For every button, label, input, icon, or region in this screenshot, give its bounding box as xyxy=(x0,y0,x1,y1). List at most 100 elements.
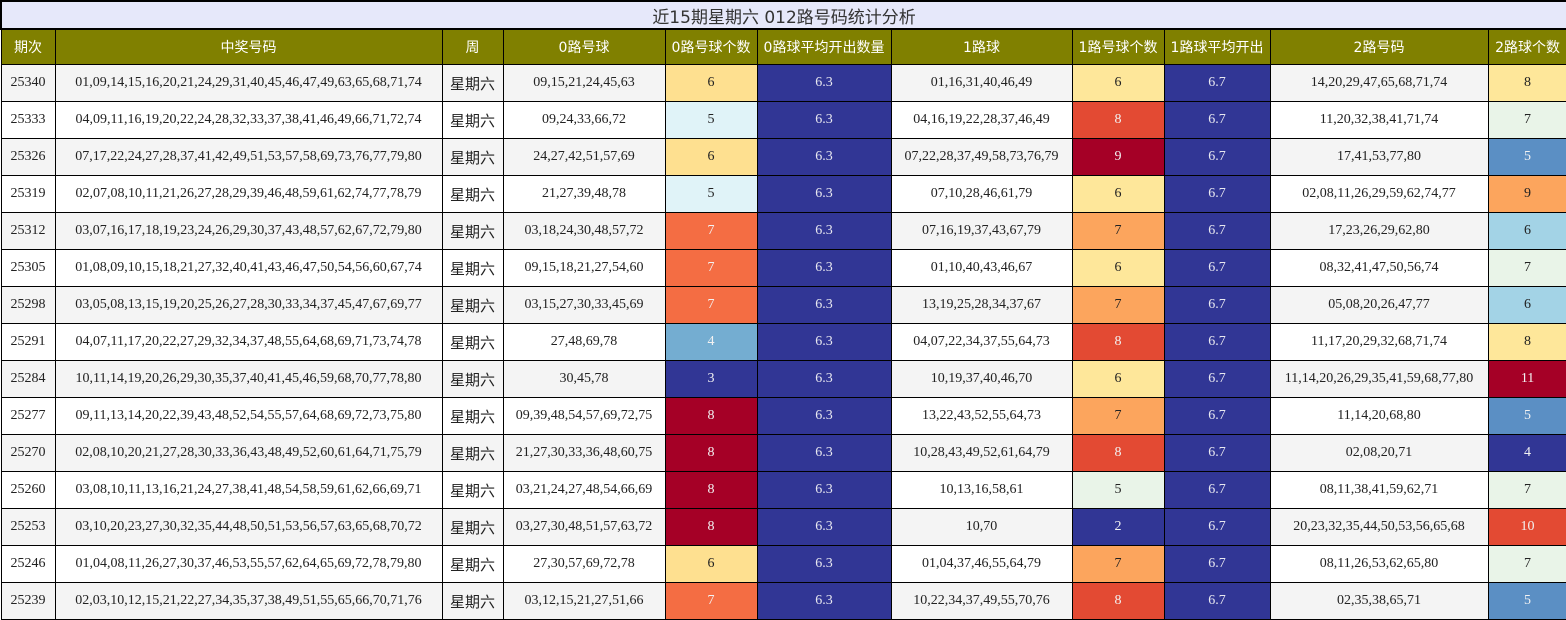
header-issue: 期次 xyxy=(0,28,56,65)
weekday-cell: 星期六 xyxy=(441,508,504,546)
table-row: 25239 02,03,10,12,15,21,22,27,34,35,37,38… xyxy=(0,582,1566,620)
route0-avg-cell: 6.3 xyxy=(756,360,892,398)
table-row: 25333 04,09,11,16,19,20,22,24,28,32,33,37… xyxy=(0,101,1566,139)
weekday-cell: 星期六 xyxy=(441,434,504,472)
route0-balls-cell: 09,15,21,24,45,63 xyxy=(502,64,666,102)
weekday-cell: 星期六 xyxy=(441,582,504,620)
route0-avg-cell: 6.3 xyxy=(756,434,892,472)
table-row: 25260 03,08,10,11,13,16,21,24,27,38,41,48… xyxy=(0,471,1566,509)
winning-numbers-cell: 03,07,16,17,18,19,23,24,26,29,30,37,43,4… xyxy=(54,212,443,250)
route1-avg-cell: 6.7 xyxy=(1163,471,1271,509)
route1-count-cell: 8 xyxy=(1071,323,1165,361)
issue-cell: 25312 xyxy=(0,212,56,250)
route1-balls-cell: 10,22,34,37,49,55,70,76 xyxy=(890,582,1073,620)
table-row: 25312 03,07,16,17,18,19,23,24,26,29,30,37… xyxy=(0,212,1566,250)
route1-count-cell: 8 xyxy=(1071,582,1165,620)
route2-count-cell: 7 xyxy=(1487,471,1566,509)
route2-count-cell: 5 xyxy=(1487,138,1566,176)
route1-balls-cell: 10,13,16,58,61 xyxy=(890,471,1073,509)
route0-avg-cell: 6.3 xyxy=(756,212,892,250)
table-title: 近15期星期六 012路号码统计分析 xyxy=(0,0,1566,30)
route0-balls-cell: 30,45,78 xyxy=(502,360,666,398)
weekday-cell: 星期六 xyxy=(441,286,504,324)
issue-cell: 25326 xyxy=(0,138,56,176)
table-row: 25253 03,10,20,23,27,30,32,35,44,48,50,51… xyxy=(0,508,1566,546)
route2-balls-cell: 20,23,32,35,44,50,53,56,65,68 xyxy=(1269,508,1489,546)
table-row: 25326 07,17,22,24,27,28,37,41,42,49,51,53… xyxy=(0,138,1566,176)
route1-balls-cell: 10,28,43,49,52,61,64,79 xyxy=(890,434,1073,472)
route1-count-cell: 8 xyxy=(1071,101,1165,139)
issue-cell: 25333 xyxy=(0,101,56,139)
route0-count-cell: 4 xyxy=(664,323,758,361)
route1-avg-cell: 6.7 xyxy=(1163,286,1271,324)
header-route1-balls: 1路球 xyxy=(890,28,1073,65)
table-row: 25291 04,07,11,17,20,22,27,29,32,34,37,48… xyxy=(0,323,1566,361)
route0-avg-cell: 6.3 xyxy=(756,101,892,139)
route2-balls-cell: 11,20,32,38,41,71,74 xyxy=(1269,101,1489,139)
route1-balls-cell: 01,04,37,46,55,64,79 xyxy=(890,545,1073,583)
route2-count-cell: 9 xyxy=(1487,175,1566,213)
route1-balls-cell: 13,22,43,52,55,64,73 xyxy=(890,397,1073,435)
route1-avg-cell: 6.7 xyxy=(1163,360,1271,398)
winning-numbers-cell: 03,10,20,23,27,30,32,35,44,48,50,51,53,5… xyxy=(54,508,443,546)
header-route1-avg: 1路球平均开出 xyxy=(1163,28,1271,65)
route1-avg-cell: 6.7 xyxy=(1163,175,1271,213)
route2-count-cell: 4 xyxy=(1487,434,1566,472)
table-row: 25284 10,11,14,19,20,26,29,30,35,37,40,41… xyxy=(0,360,1566,398)
route2-count-cell: 6 xyxy=(1487,286,1566,324)
route1-count-cell: 6 xyxy=(1071,360,1165,398)
route1-count-cell: 7 xyxy=(1071,212,1165,250)
route1-count-cell: 5 xyxy=(1071,471,1165,509)
route1-balls-cell: 04,07,22,34,37,55,64,73 xyxy=(890,323,1073,361)
issue-cell: 25305 xyxy=(0,249,56,287)
header-route2-balls: 2路号码 xyxy=(1269,28,1489,65)
route0-avg-cell: 6.3 xyxy=(756,249,892,287)
route0-count-cell: 7 xyxy=(664,582,758,620)
winning-numbers-cell: 09,11,13,14,20,22,39,43,48,52,54,55,57,6… xyxy=(54,397,443,435)
route2-count-cell: 6 xyxy=(1487,212,1566,250)
route2-balls-cell: 11,14,20,68,80 xyxy=(1269,397,1489,435)
route0-balls-cell: 03,21,24,27,48,54,66,69 xyxy=(502,471,666,509)
issue-cell: 25340 xyxy=(0,64,56,102)
weekday-cell: 星期六 xyxy=(441,138,504,176)
issue-cell: 25291 xyxy=(0,323,56,361)
route2-balls-cell: 17,41,53,77,80 xyxy=(1269,138,1489,176)
issue-cell: 25284 xyxy=(0,360,56,398)
route0-avg-cell: 6.3 xyxy=(756,323,892,361)
winning-numbers-cell: 03,08,10,11,13,16,21,24,27,38,41,48,54,5… xyxy=(54,471,443,509)
route1-avg-cell: 6.7 xyxy=(1163,249,1271,287)
route0-balls-cell: 03,27,30,48,51,57,63,72 xyxy=(502,508,666,546)
winning-numbers-cell: 04,09,11,16,19,20,22,24,28,32,33,37,38,4… xyxy=(54,101,443,139)
route0-balls-cell: 03,18,24,30,48,57,72 xyxy=(502,212,666,250)
header-route2-count: 2路球个数 xyxy=(1487,28,1566,65)
route2-count-cell: 8 xyxy=(1487,323,1566,361)
route0-balls-cell: 21,27,39,48,78 xyxy=(502,175,666,213)
route1-avg-cell: 6.7 xyxy=(1163,212,1271,250)
winning-numbers-cell: 07,17,22,24,27,28,37,41,42,49,51,53,57,5… xyxy=(54,138,443,176)
route0-balls-cell: 27,30,57,69,72,78 xyxy=(502,545,666,583)
winning-numbers-cell: 02,07,08,10,11,21,26,27,28,29,39,46,48,5… xyxy=(54,175,443,213)
route2-balls-cell: 02,08,11,26,29,59,62,74,77 xyxy=(1269,175,1489,213)
winning-numbers-cell: 04,07,11,17,20,22,27,29,32,34,37,48,55,6… xyxy=(54,323,443,361)
route2-balls-cell: 11,14,20,26,29,35,41,59,68,77,80 xyxy=(1269,360,1489,398)
route1-avg-cell: 6.7 xyxy=(1163,545,1271,583)
route1-balls-cell: 13,19,25,28,34,37,67 xyxy=(890,286,1073,324)
route1-avg-cell: 6.7 xyxy=(1163,323,1271,361)
winning-numbers-cell: 03,05,08,13,15,19,20,25,26,27,28,30,33,3… xyxy=(54,286,443,324)
header-numbers: 中奖号码 xyxy=(54,28,443,65)
route2-count-cell: 7 xyxy=(1487,545,1566,583)
route2-count-cell: 5 xyxy=(1487,397,1566,435)
route0-balls-cell: 24,27,42,51,57,69 xyxy=(502,138,666,176)
route1-balls-cell: 10,19,37,40,46,70 xyxy=(890,360,1073,398)
route2-balls-cell: 02,35,38,65,71 xyxy=(1269,582,1489,620)
weekday-cell: 星期六 xyxy=(441,397,504,435)
route2-balls-cell: 17,23,26,29,62,80 xyxy=(1269,212,1489,250)
route1-avg-cell: 6.7 xyxy=(1163,434,1271,472)
header-route0-avg: 0路球平均开出数量 xyxy=(756,28,892,65)
table-row: 25270 02,08,10,20,21,27,28,30,33,36,43,48… xyxy=(0,434,1566,472)
route0-balls-cell: 09,39,48,54,57,69,72,75 xyxy=(502,397,666,435)
route1-balls-cell: 07,22,28,37,49,58,73,76,79 xyxy=(890,138,1073,176)
route1-count-cell: 7 xyxy=(1071,397,1165,435)
issue-cell: 25277 xyxy=(0,397,56,435)
route0-avg-cell: 6.3 xyxy=(756,397,892,435)
